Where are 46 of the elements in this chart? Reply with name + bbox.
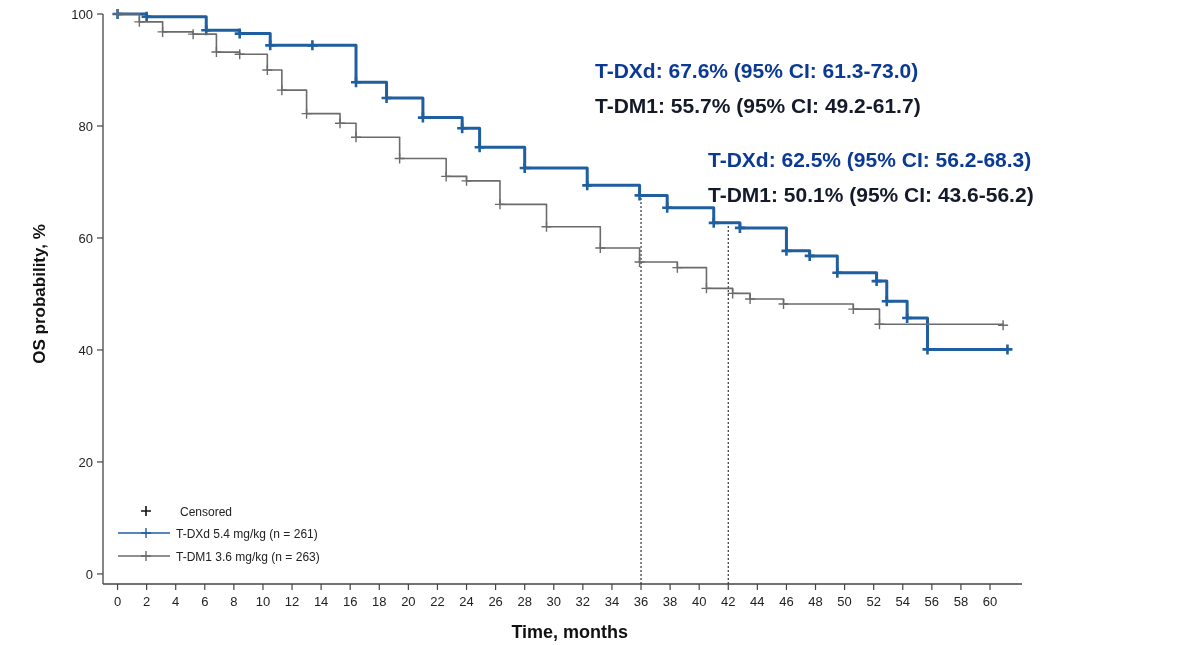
x-tick-label: 46: [779, 594, 794, 609]
y-tick-label: 0: [85, 566, 93, 582]
x-tick-label: 12: [284, 594, 300, 609]
x-tick-label: 32: [575, 594, 591, 609]
y-tick-label: 60: [78, 230, 93, 246]
x-tick-label: 18: [372, 594, 387, 609]
x-tick-label: 26: [488, 594, 503, 609]
annotation: T-DM1: 55.7% (95% CI: 49.2-61.7): [595, 94, 921, 117]
x-tick-label: 50: [837, 594, 852, 609]
x-tick-label: 28: [517, 594, 532, 609]
x-tick-label: 40: [691, 594, 707, 609]
annotation: T-DXd: 62.5% (95% CI: 56.2-68.3): [708, 148, 1032, 171]
legend-label: T-DXd 5.4 mg/kg (n = 261): [176, 527, 318, 541]
y-tick-label: 80: [78, 118, 93, 134]
x-tick-label: 16: [342, 594, 358, 609]
x-tick-label: 54: [895, 594, 910, 609]
x-tick-label: 42: [721, 594, 736, 609]
x-tick-label: 4: [172, 594, 180, 609]
x-tick-label: 58: [953, 594, 969, 609]
x-tick-label: 22: [430, 594, 445, 609]
x-tick-label: 10: [255, 594, 271, 609]
x-tick-label: 52: [866, 594, 881, 609]
x-tick-label: 38: [662, 594, 678, 609]
x-tick-label: 8: [230, 594, 238, 609]
x-tick-label: 44: [750, 594, 765, 609]
x-tick-label: 2: [143, 594, 151, 609]
x-tick-label: 6: [201, 594, 209, 609]
x-tick-label: 60: [982, 594, 998, 609]
x-tick-label: 0: [113, 594, 122, 609]
y-tick-label: 40: [78, 342, 93, 358]
legend-title: Censored: [180, 505, 233, 519]
x-axis-title: Time, months: [511, 622, 629, 642]
x-tick-label: 30: [546, 594, 562, 609]
y-tick-label: 100: [71, 7, 93, 22]
legend-label: T-DM1 3.6 mg/kg (n = 263): [176, 550, 320, 564]
x-tick-label: 24: [459, 594, 474, 609]
x-tick-label: 48: [808, 594, 823, 609]
annotation: T-DM1: 50.1% (95% CI: 43.6-56.2): [708, 183, 1034, 206]
x-tick-label: 14: [313, 594, 329, 609]
x-tick-label: 56: [924, 594, 940, 609]
x-tick-label: 34: [604, 594, 620, 609]
y-tick-label: 20: [78, 454, 93, 470]
annotation: T-DXd: 67.6% (95% CI: 61.3-73.0): [595, 59, 919, 82]
x-tick-label: 20: [401, 594, 416, 609]
x-tick-label: 36: [633, 594, 649, 609]
y-axis-title: OS probability, %: [30, 224, 49, 364]
